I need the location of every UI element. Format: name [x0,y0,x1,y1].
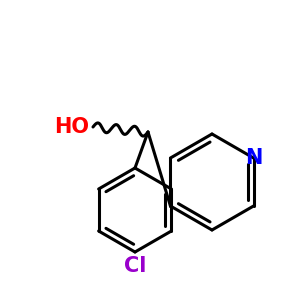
Text: Cl: Cl [124,256,146,276]
Text: HO: HO [54,117,89,137]
Text: N: N [245,148,262,168]
